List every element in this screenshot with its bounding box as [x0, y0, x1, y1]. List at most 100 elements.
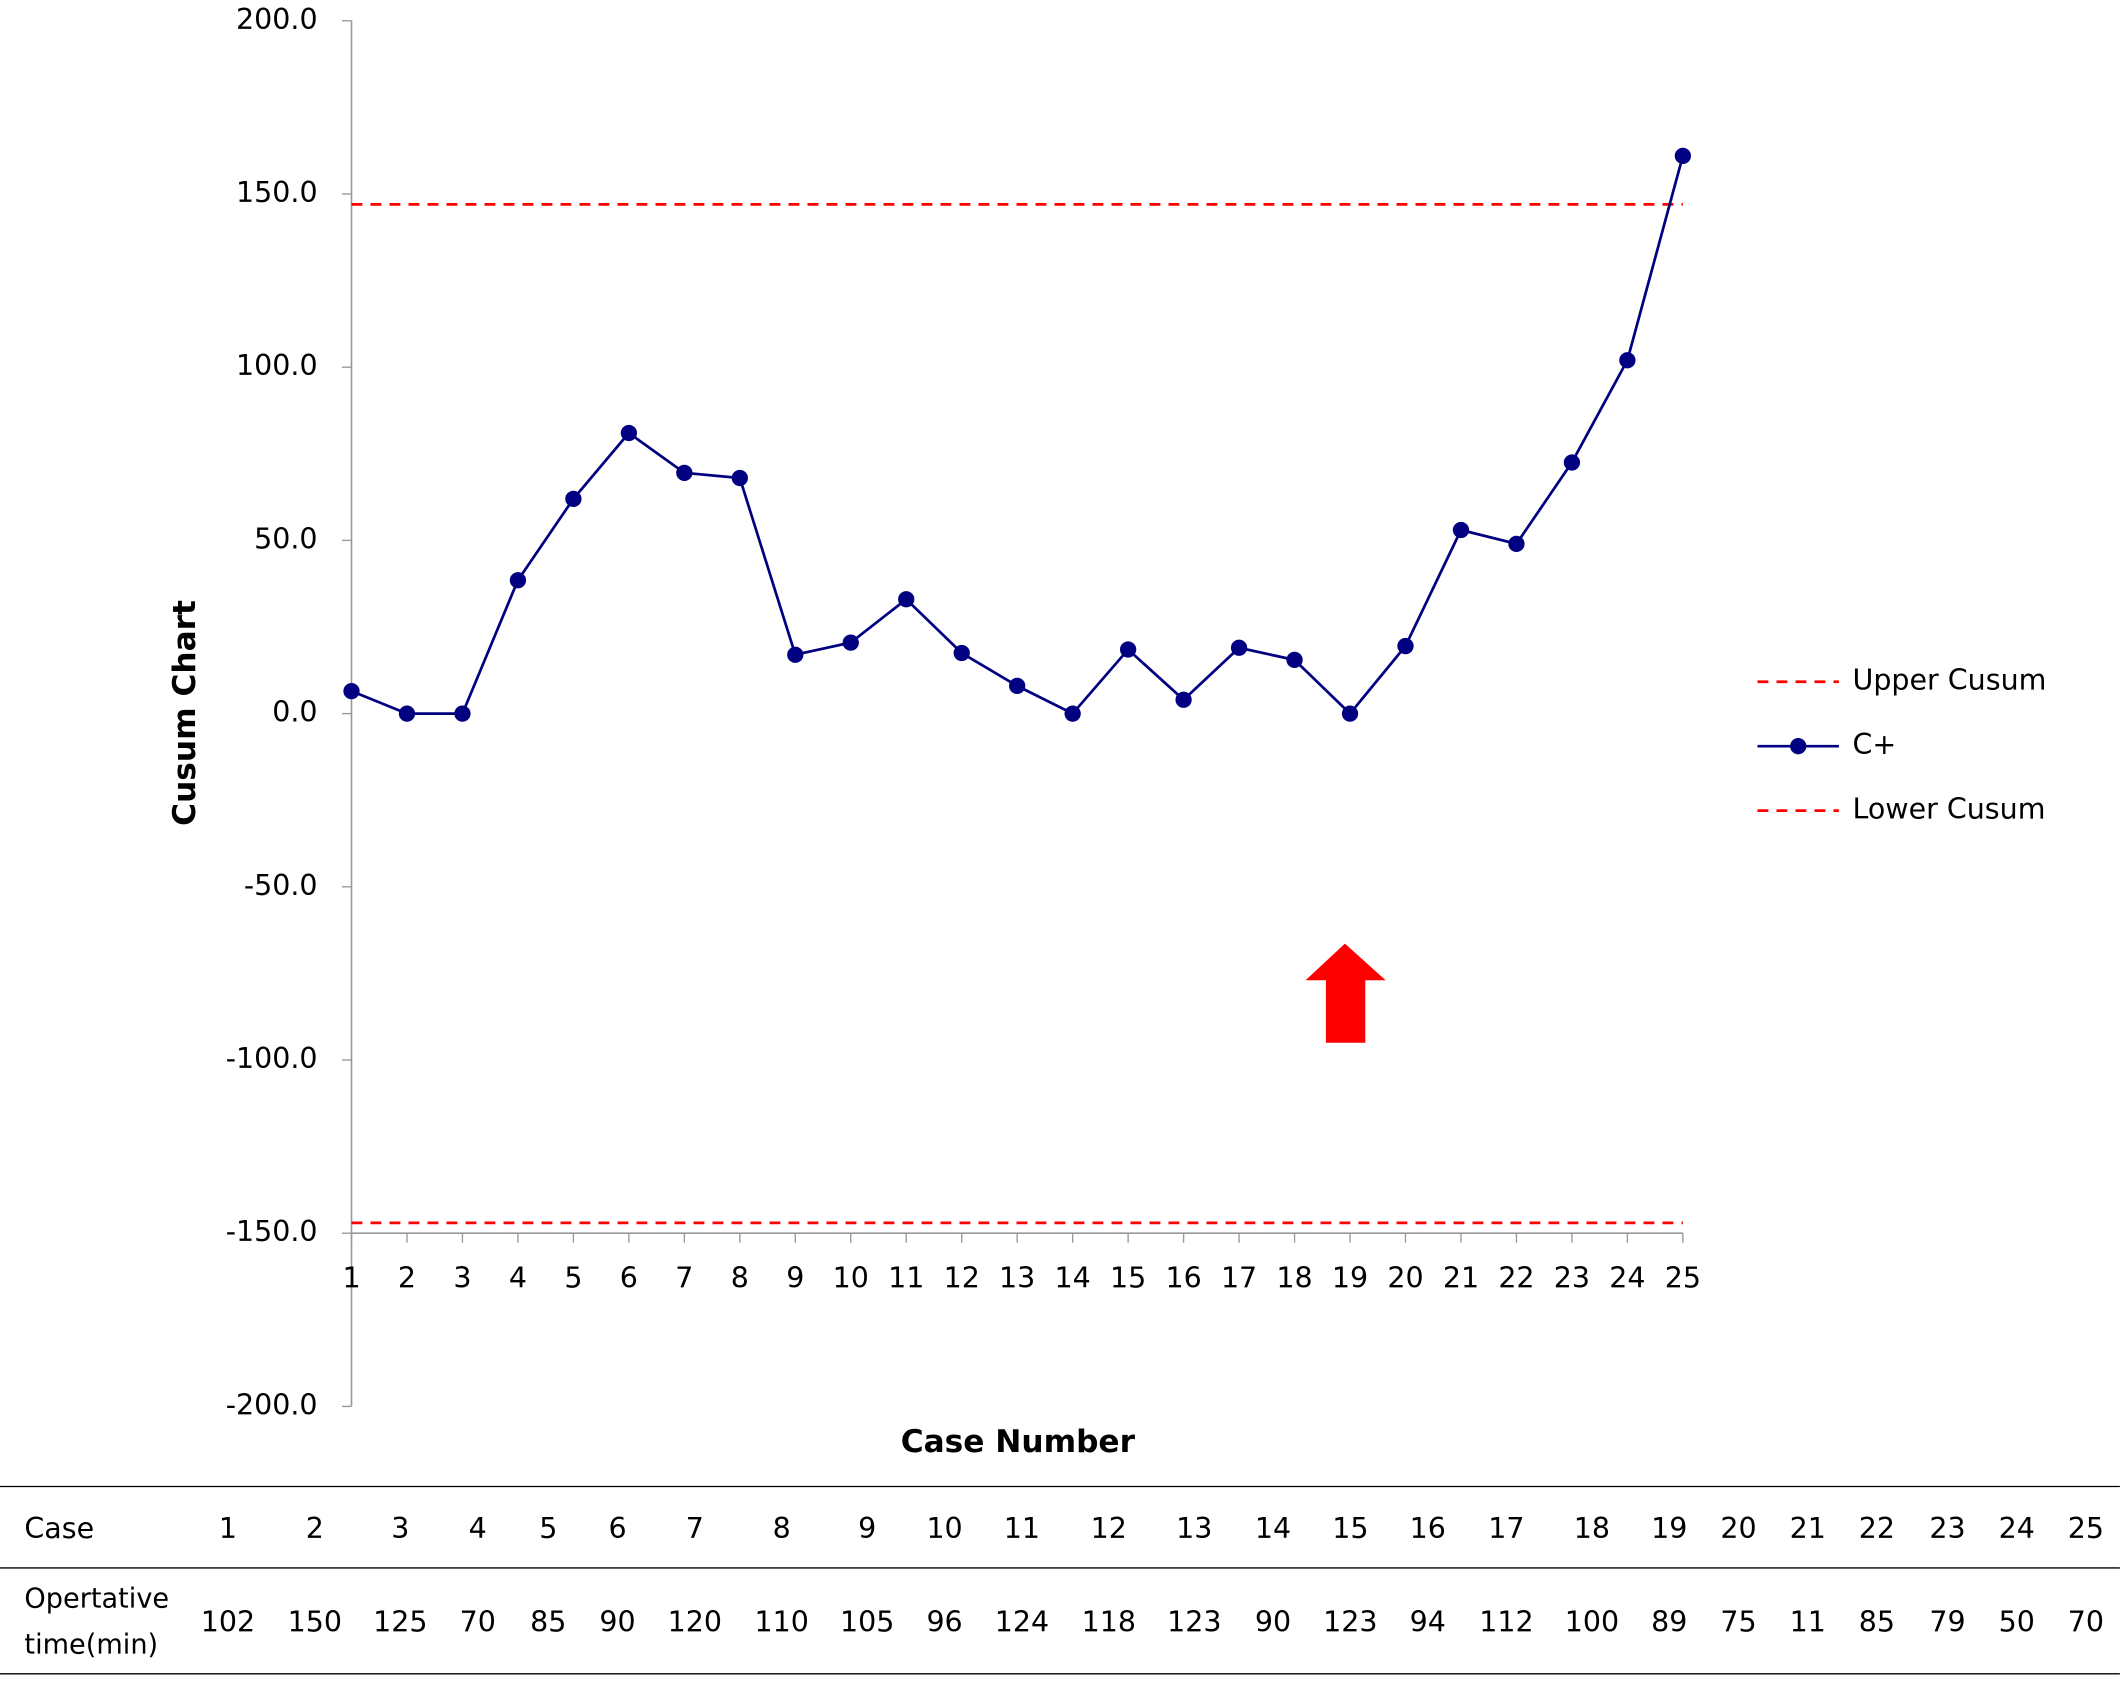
- table-cell: 70: [460, 1606, 496, 1639]
- table-cell: 21: [1790, 1512, 1826, 1545]
- table-cell: 105: [840, 1606, 894, 1639]
- arrow: [1305, 943, 1386, 1043]
- row-header: Opertative time(min): [24, 1581, 170, 1661]
- table-cell: 3: [391, 1512, 409, 1545]
- table-cell: 89: [1651, 1606, 1687, 1639]
- data-point: [620, 424, 638, 442]
- y-tick-label: -200.0: [226, 1388, 318, 1421]
- table-cell: 112: [1479, 1606, 1533, 1639]
- table-cell: 96: [926, 1606, 962, 1639]
- data-point: [343, 682, 360, 700]
- table-cell: 100: [1565, 1606, 1619, 1639]
- table-cell: 85: [530, 1606, 566, 1639]
- data-point: [1563, 454, 1581, 471]
- data-point: [1175, 691, 1192, 708]
- data-point: [398, 705, 416, 722]
- table-cell: 70: [2068, 1606, 2104, 1639]
- data-point: [1119, 641, 1137, 658]
- legend-label: Upper Cusum: [1853, 664, 2047, 697]
- x-tick-label: 3: [453, 1261, 471, 1294]
- table-cell: 6: [608, 1512, 626, 1545]
- table-cell: 8: [773, 1512, 791, 1545]
- x-tick-label: 14: [1055, 1261, 1091, 1294]
- table-cell: 50: [1999, 1606, 2035, 1639]
- table-cell: 90: [599, 1606, 635, 1639]
- table-cell: 110: [755, 1606, 809, 1639]
- table-cell: 94: [1410, 1606, 1446, 1639]
- data-point: [1619, 352, 1636, 369]
- table-cell: 124: [995, 1606, 1049, 1639]
- x-tick-label: 1: [342, 1261, 360, 1294]
- table-cell: 11: [1004, 1512, 1040, 1545]
- table-cell: 75: [1720, 1606, 1756, 1639]
- table-cell: 1: [219, 1512, 237, 1545]
- table-cell: 25: [2068, 1512, 2104, 1545]
- y-tick-label: 50.0: [254, 522, 317, 555]
- table-cell: 102: [201, 1606, 255, 1639]
- data-point: [565, 490, 582, 507]
- table-cell: 9: [858, 1512, 876, 1545]
- data-point: [953, 644, 970, 662]
- data-point: [1508, 535, 1525, 553]
- y-axis-title: Cusum Chart: [167, 600, 203, 826]
- y-tick-label: -100.0: [226, 1042, 318, 1075]
- y-tick-label: 150.0: [236, 176, 318, 209]
- data-point: [454, 705, 471, 722]
- data-point: [898, 591, 915, 608]
- x-tick-label: 4: [509, 1261, 527, 1294]
- table-cell: 24: [1999, 1512, 2035, 1545]
- row-header-box: Opertative time(min): [24, 1581, 170, 1661]
- data-point: [731, 469, 748, 487]
- y-tick-label: 200.0: [236, 3, 318, 36]
- data-point: [1397, 637, 1414, 655]
- data-point: [1341, 705, 1359, 722]
- table-cell: 79: [1929, 1606, 1965, 1639]
- legend-label: Lower Cusum: [1853, 793, 2046, 826]
- x-tick-label: 13: [999, 1261, 1035, 1294]
- x-tick-label: 18: [1276, 1261, 1312, 1294]
- data-point: [1452, 521, 1470, 539]
- table-cell: 150: [288, 1606, 342, 1639]
- row-header: Case: [24, 1512, 94, 1545]
- table-cell: 118: [1082, 1606, 1136, 1639]
- x-tick-label: 20: [1387, 1261, 1423, 1294]
- y-tick-label: 0.0: [272, 696, 317, 729]
- table-cell: 14: [1255, 1512, 1291, 1545]
- x-tick-label: 16: [1165, 1261, 1201, 1294]
- table-cell: 12: [1091, 1512, 1127, 1545]
- table-cell: 16: [1410, 1512, 1446, 1545]
- legend-marker: [1790, 738, 1807, 755]
- x-tick-label: 10: [833, 1261, 869, 1294]
- data-point: [1674, 147, 1691, 165]
- table-cell: 22: [1859, 1512, 1895, 1545]
- x-tick-label: 22: [1498, 1261, 1534, 1294]
- table-cell: 10: [926, 1512, 962, 1545]
- series-line: [350, 155, 1685, 716]
- table-cell: 11: [1790, 1606, 1826, 1639]
- x-tick-label: 23: [1554, 1261, 1590, 1294]
- table-cell: 120: [668, 1606, 722, 1639]
- table-cell: 17: [1488, 1512, 1524, 1545]
- table-cell: 19: [1651, 1512, 1687, 1545]
- x-axis-title: Case Number: [901, 1424, 1136, 1460]
- y-tick-label: -150.0: [226, 1215, 318, 1248]
- table-cell: 23: [1929, 1512, 1965, 1545]
- x-tick-label: 25: [1665, 1261, 1701, 1294]
- table-cell: 4: [469, 1512, 487, 1545]
- x-tick-label: 2: [398, 1261, 416, 1294]
- table-cell: 90: [1255, 1606, 1291, 1639]
- table-cell: 125: [373, 1606, 427, 1639]
- table-cell: 85: [1859, 1606, 1895, 1639]
- x-tick-label: 5: [564, 1261, 582, 1294]
- table-cell: 123: [1167, 1606, 1221, 1639]
- data-point: [1009, 677, 1026, 695]
- table-cell: 5: [539, 1512, 557, 1545]
- data-point: [676, 464, 693, 481]
- table-cell: 7: [686, 1512, 704, 1545]
- table-cell: 123: [1323, 1606, 1377, 1639]
- data-point: [1286, 651, 1303, 669]
- table-cell: 18: [1574, 1512, 1610, 1545]
- data-point: [787, 646, 804, 663]
